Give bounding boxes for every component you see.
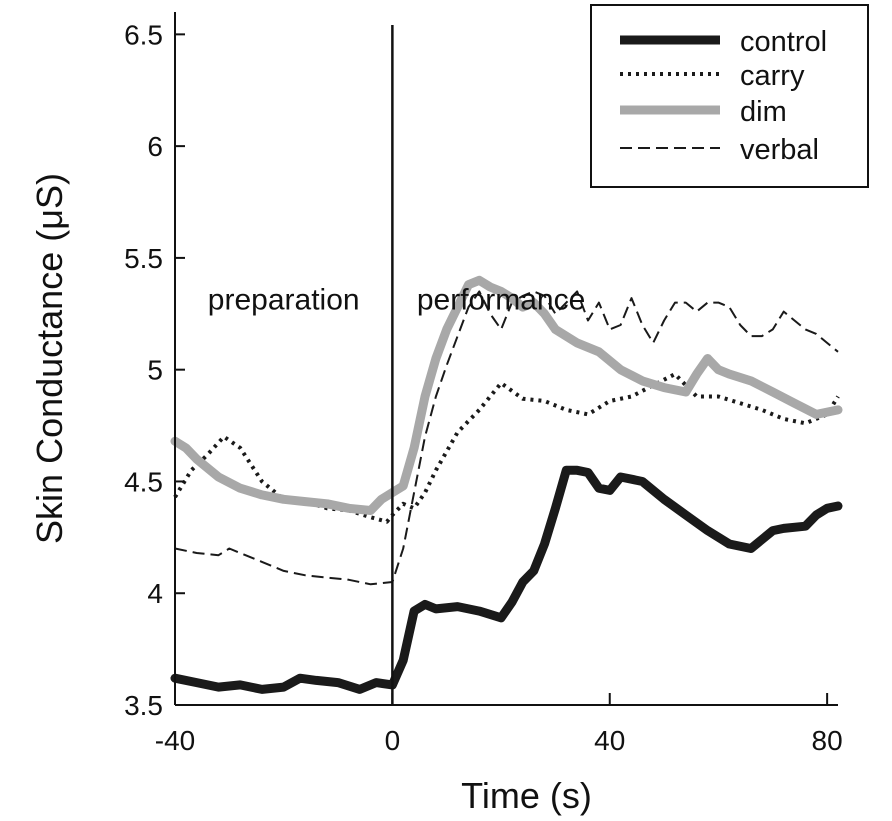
legend-label-carry: carry (740, 60, 805, 92)
y-tick-label: 4 (147, 578, 163, 609)
axes: 3.5 4 4.5 5 5.5 6 6.5 -40 0 40 80 Time (s) Skin Cond… (29, 12, 843, 816)
y-tick-label: 5 (147, 355, 163, 386)
legend-label-control: control (740, 26, 827, 58)
y-tick-label: 3.5 (124, 690, 163, 721)
series-line-verbal (174, 290, 839, 586)
annotation-preparation: preparation (208, 283, 360, 316)
y-tick-label: 5.5 (124, 243, 163, 274)
x-tick-label: 40 (594, 725, 625, 756)
y-axis-title: Skin Conductance (μS) (29, 173, 70, 544)
series-line-dim (170, 275, 843, 515)
x-tick-label: -40 (155, 725, 195, 756)
x-tick-label: 0 (385, 725, 401, 756)
annotation-performance: performance (417, 283, 585, 316)
y-tick-label: 6 (147, 131, 163, 162)
y-tick-label: 4.5 (124, 466, 163, 497)
legend-box (590, 4, 869, 188)
legend-label-dim: dim (740, 96, 787, 128)
x-tick-label: 80 (812, 725, 843, 756)
series-line-control (170, 465, 843, 694)
legend-label-verbal: verbal (740, 134, 819, 166)
plot-area (170, 275, 843, 694)
annotations: preparation performance (208, 283, 585, 316)
y-tick-label: 6.5 (124, 19, 163, 50)
x-axis-title: Time (s) (461, 775, 592, 816)
